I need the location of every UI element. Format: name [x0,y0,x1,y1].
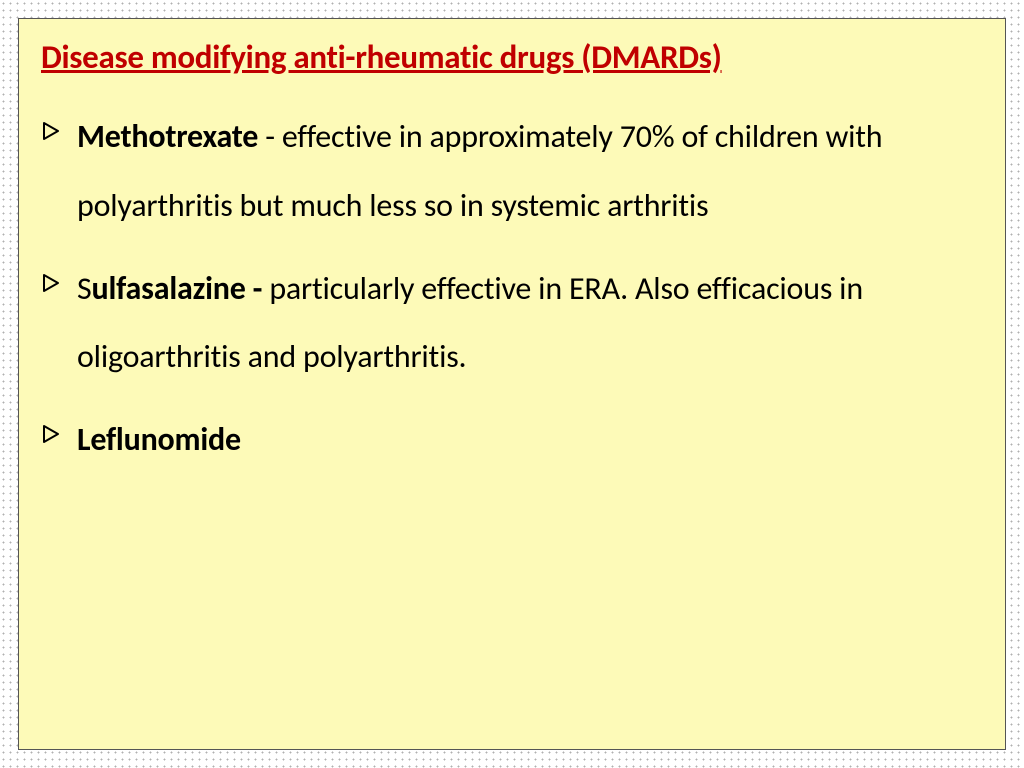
list-item: Leflunomide [41,406,983,475]
slide-title: Disease modifying anti-rheumatic drugs (… [41,37,983,77]
bullet-pre: S [77,269,92,308]
bullet-list: Methotrexate - effective in approximatel… [41,103,983,475]
slide-panel: Disease modifying anti-rheumatic drugs (… [18,18,1006,750]
chevron-right-icon [41,273,61,293]
list-item: Sulfasalazine - particularly effective i… [41,255,983,393]
bullet-bold-lead: Methotrexate [77,117,258,156]
chevron-right-icon [41,121,61,141]
bullet-bold-lead: Leflunomide [77,420,241,459]
chevron-right-icon [41,424,61,444]
list-item: Methotrexate - effective in approximatel… [41,103,983,241]
bullet-bold-lead: ulfasalazine - [92,269,270,308]
